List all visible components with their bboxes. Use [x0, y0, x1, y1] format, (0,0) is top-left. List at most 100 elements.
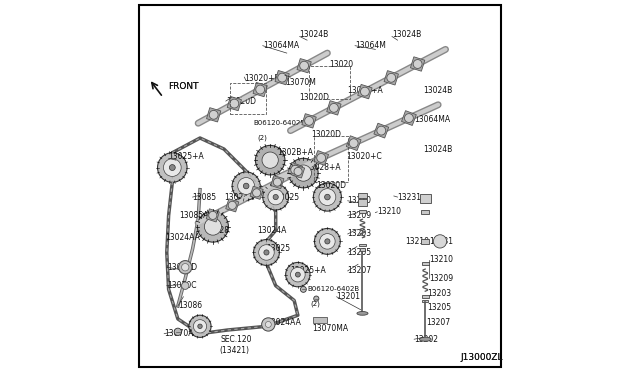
- Circle shape: [404, 113, 413, 122]
- Text: 13203: 13203: [427, 289, 451, 298]
- Text: 13207: 13207: [348, 266, 372, 275]
- Circle shape: [163, 159, 181, 176]
- Text: 13025: 13025: [276, 193, 300, 202]
- Text: 13024A: 13024A: [257, 226, 287, 235]
- Circle shape: [291, 267, 305, 282]
- Circle shape: [300, 61, 308, 70]
- Text: 13205: 13205: [348, 248, 372, 257]
- Text: 13024B: 13024B: [424, 145, 452, 154]
- Text: SEC.120: SEC.120: [220, 335, 252, 344]
- Circle shape: [253, 189, 260, 197]
- Text: 13070C: 13070C: [167, 281, 196, 290]
- Polygon shape: [291, 165, 305, 178]
- Text: 13020: 13020: [329, 60, 353, 69]
- Circle shape: [170, 164, 175, 170]
- Text: 13207: 13207: [426, 318, 451, 327]
- Circle shape: [319, 189, 336, 205]
- Text: 13024B: 13024B: [300, 30, 329, 39]
- Bar: [358, 199, 367, 206]
- Text: 13085: 13085: [193, 193, 217, 202]
- Text: 13024B: 13024B: [424, 86, 452, 94]
- Circle shape: [305, 116, 314, 125]
- Bar: [421, 239, 429, 244]
- Text: 13024A: 13024A: [224, 193, 253, 202]
- Text: 13064MA: 13064MA: [263, 41, 299, 50]
- Text: 13086: 13086: [178, 301, 202, 311]
- Circle shape: [317, 154, 326, 162]
- Circle shape: [377, 126, 386, 135]
- Polygon shape: [410, 57, 425, 71]
- Bar: [359, 211, 366, 213]
- Polygon shape: [207, 108, 221, 122]
- Circle shape: [174, 328, 182, 336]
- Bar: [421, 210, 429, 214]
- Polygon shape: [374, 123, 388, 138]
- Text: 13020+B: 13020+B: [244, 74, 280, 83]
- Circle shape: [289, 158, 318, 188]
- Text: 13020D: 13020D: [311, 130, 340, 139]
- Circle shape: [209, 110, 218, 119]
- Bar: [360, 248, 365, 251]
- Circle shape: [278, 73, 287, 82]
- Bar: [359, 244, 366, 246]
- Text: (13421): (13421): [220, 346, 250, 355]
- Circle shape: [264, 250, 269, 255]
- Circle shape: [262, 318, 275, 331]
- Text: (2): (2): [311, 301, 321, 307]
- Text: FRONT: FRONT: [168, 82, 199, 91]
- Circle shape: [314, 183, 341, 211]
- Text: 13020+A: 13020+A: [348, 86, 383, 94]
- Bar: [312, 317, 328, 323]
- Bar: [422, 295, 429, 298]
- Text: 13210: 13210: [405, 237, 429, 246]
- Text: 13070D: 13070D: [167, 263, 197, 272]
- Circle shape: [157, 153, 187, 182]
- Text: 13210: 13210: [429, 255, 453, 264]
- Bar: [230, 83, 266, 114]
- Polygon shape: [346, 136, 361, 151]
- Text: 13209: 13209: [348, 211, 372, 220]
- Text: 13070M: 13070M: [285, 78, 316, 87]
- Circle shape: [253, 240, 280, 265]
- Circle shape: [262, 152, 278, 168]
- Circle shape: [193, 320, 207, 333]
- Circle shape: [255, 145, 285, 175]
- Circle shape: [273, 195, 278, 200]
- Circle shape: [330, 103, 339, 112]
- Polygon shape: [288, 162, 303, 177]
- Polygon shape: [384, 71, 399, 85]
- Text: 13205: 13205: [427, 303, 451, 312]
- Text: 13210: 13210: [348, 196, 372, 205]
- Circle shape: [197, 211, 228, 242]
- Circle shape: [314, 228, 340, 254]
- Text: 13070MA: 13070MA: [312, 324, 349, 333]
- Circle shape: [433, 235, 447, 248]
- Text: 13231: 13231: [429, 237, 453, 246]
- Text: 13025+A: 13025+A: [291, 266, 326, 275]
- Bar: [420, 195, 431, 203]
- Text: 13203: 13203: [348, 230, 372, 238]
- Circle shape: [182, 282, 189, 289]
- Circle shape: [198, 324, 202, 328]
- Circle shape: [182, 263, 189, 271]
- Circle shape: [285, 262, 310, 287]
- Text: 13064M: 13064M: [355, 41, 386, 50]
- Circle shape: [324, 194, 330, 200]
- Circle shape: [237, 177, 255, 195]
- Text: B06120-6402B: B06120-6402B: [253, 120, 306, 126]
- Circle shape: [273, 178, 282, 186]
- Circle shape: [324, 239, 330, 244]
- Circle shape: [413, 60, 422, 68]
- Circle shape: [314, 296, 319, 301]
- Text: 13020D: 13020D: [300, 93, 330, 102]
- Circle shape: [230, 99, 239, 108]
- Text: 13210: 13210: [377, 207, 401, 217]
- Circle shape: [266, 321, 271, 327]
- Text: 13028: 13028: [205, 226, 230, 235]
- Circle shape: [360, 87, 369, 96]
- Text: (2): (2): [257, 135, 267, 141]
- Polygon shape: [401, 110, 416, 125]
- Polygon shape: [297, 58, 311, 73]
- Polygon shape: [275, 71, 289, 85]
- Circle shape: [204, 218, 221, 235]
